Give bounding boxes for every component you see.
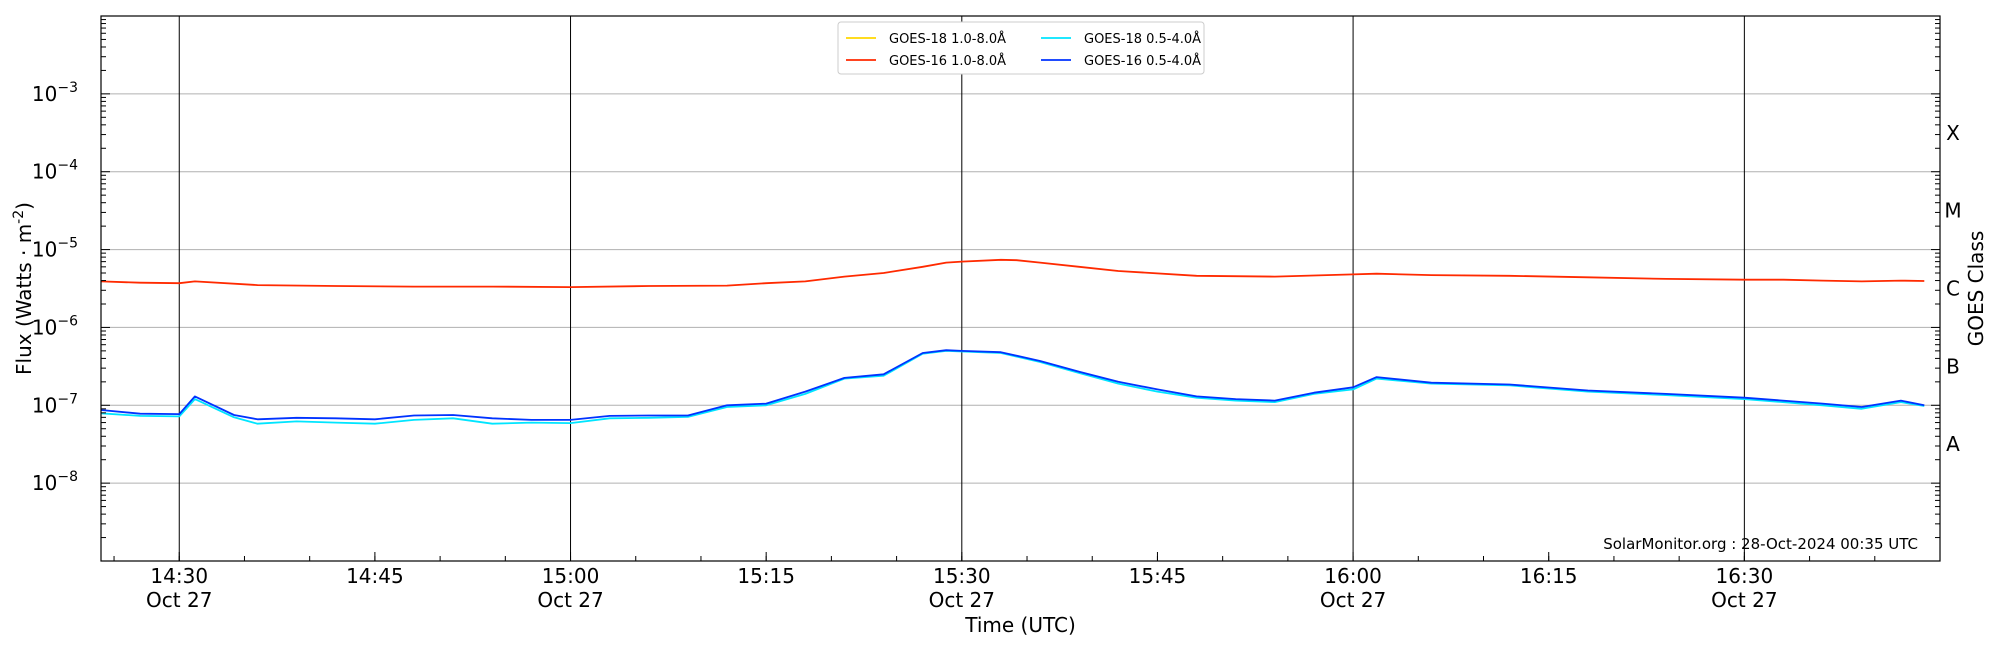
x-tick-label: 16:30 xyxy=(1716,564,1774,588)
y-axis-label-close: ) xyxy=(12,202,36,210)
vertical-lines-layer xyxy=(178,16,1745,561)
y-tick-base: 10 xyxy=(32,471,57,495)
x-tick-label: 14:45 xyxy=(346,564,404,588)
y-tick-base: 10 xyxy=(32,160,57,184)
y-tick-label: 10−5 xyxy=(32,236,78,262)
x-tick-label: 15:15 xyxy=(737,564,795,588)
y-tick-base: 10 xyxy=(32,393,57,417)
x-tick-date-label: Oct 27 xyxy=(929,588,995,612)
x-tick-date-label: Oct 27 xyxy=(1320,588,1386,612)
x-tick-label: 15:00 xyxy=(542,564,600,588)
x-tick-date-label: Oct 27 xyxy=(1711,588,1777,612)
x-tick-label: 14:30 xyxy=(150,564,208,588)
x-tick-label: 15:45 xyxy=(1129,564,1187,588)
x-tick-label: 15:30 xyxy=(933,564,991,588)
y-axis-label-main: Flux (Watts · m xyxy=(12,224,36,375)
goes-class-label: M xyxy=(1944,199,1961,223)
y-tick-exponent: −6 xyxy=(57,313,78,329)
legend-label: GOES-16 0.5-4.0Å xyxy=(1084,53,1201,69)
legend-box xyxy=(837,21,1205,75)
x-tick-label: 16:00 xyxy=(1324,564,1382,588)
y-tick-label: 10−6 xyxy=(32,313,78,339)
y-tick-exponent: −8 xyxy=(57,469,78,485)
goes-class-label: X xyxy=(1946,121,1960,145)
legend-label: GOES-18 0.5-4.0Å xyxy=(1084,31,1201,47)
y-tick-label: 10−7 xyxy=(32,391,78,417)
y-tick-exponent: −7 xyxy=(57,391,78,407)
y-tick-exponent: −5 xyxy=(57,236,78,252)
series-line xyxy=(100,349,1925,425)
x-axis-label: Time (UTC) xyxy=(964,613,1076,637)
legend-label: GOES-18 1.0-8.0Å xyxy=(889,31,1006,47)
goes-class-label: C xyxy=(1946,277,1960,301)
y-tick-exponent: −4 xyxy=(57,158,78,174)
y-tick-exponent: −3 xyxy=(57,80,78,96)
series-line xyxy=(100,349,1925,421)
y-tick-label: 10−4 xyxy=(32,158,78,184)
ticks-layer xyxy=(101,19,1941,561)
legend-label: GOES-16 1.0-8.0Å xyxy=(889,53,1006,69)
goes-class-axis-label: GOES Class xyxy=(1964,231,1988,347)
y-tick-base: 10 xyxy=(32,238,57,262)
x-tick-label: 16:15 xyxy=(1520,564,1578,588)
legend: GOES-18 1.0-8.0Å GOES-16 1.0-8.0Å GOES-18 … xyxy=(837,21,1205,75)
x-tick-date-label: Oct 27 xyxy=(146,588,212,612)
y-tick-base: 10 xyxy=(32,315,57,339)
plot-frame xyxy=(100,15,1941,562)
goes-class-label: A xyxy=(1946,432,1960,456)
grid-layer xyxy=(101,93,1940,484)
x-tick-date-label: Oct 27 xyxy=(537,588,603,612)
credit-text: SolarMonitor.org : 28-Oct-2024 00:35 UTC xyxy=(1603,535,1918,553)
goes-class-label: B xyxy=(1946,354,1960,378)
y-tick-base: 10 xyxy=(32,82,57,106)
y-axis-label: Flux (Watts · m-2) xyxy=(11,202,36,375)
y-tick-label: 10−3 xyxy=(32,80,78,106)
y-tick-label: 10−8 xyxy=(32,469,78,495)
y-axis-label-exponent: -2 xyxy=(11,210,27,224)
series-line xyxy=(100,258,1925,289)
series-layer xyxy=(100,258,1925,425)
